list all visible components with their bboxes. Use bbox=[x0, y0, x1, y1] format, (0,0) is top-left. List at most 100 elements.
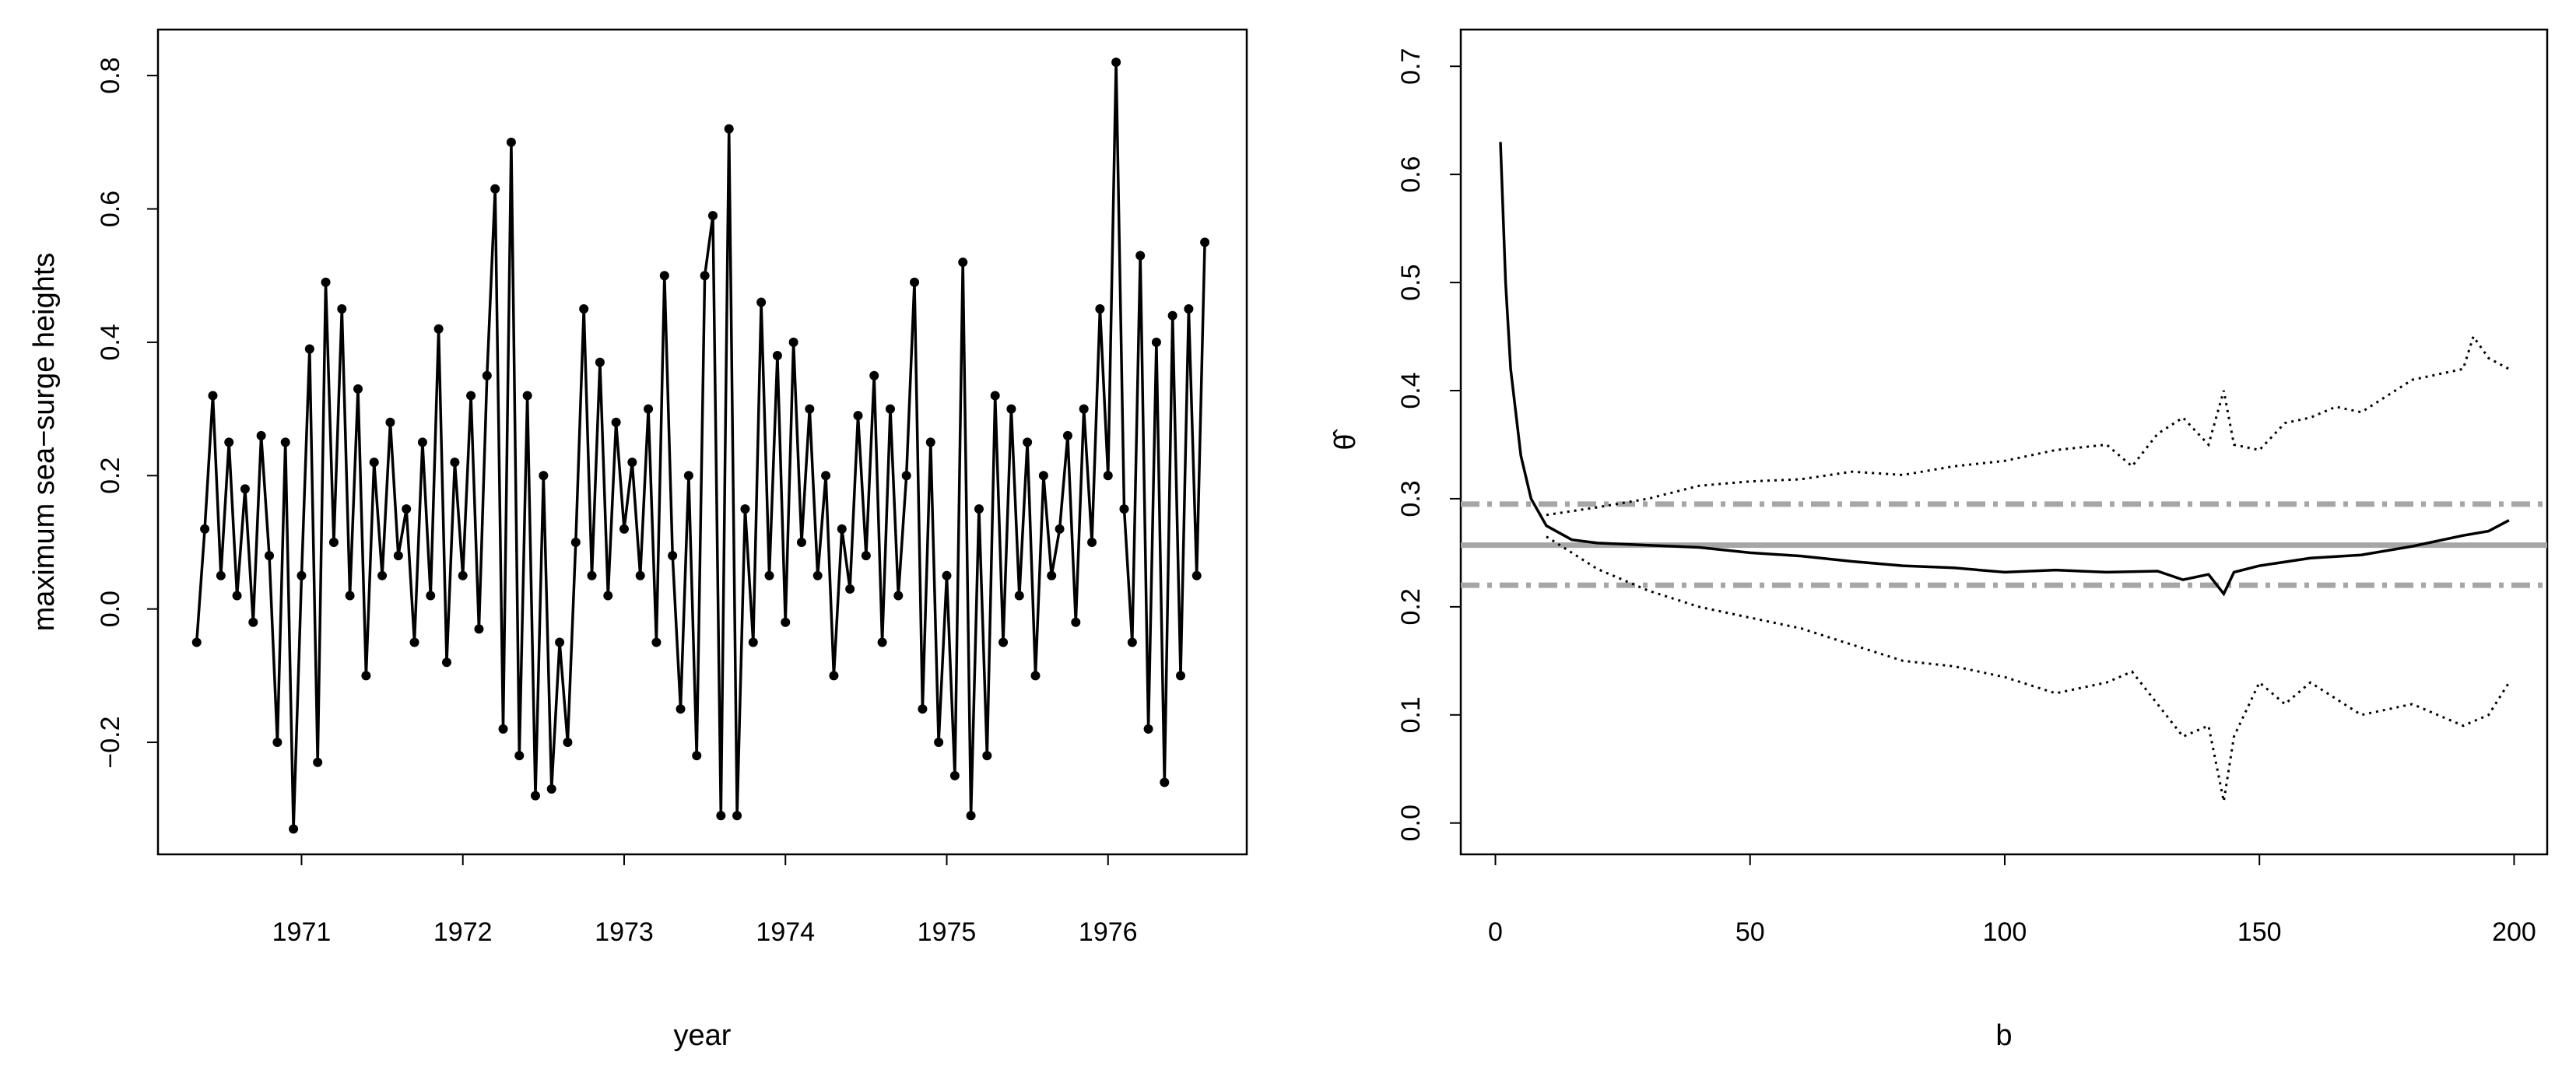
data-point bbox=[224, 437, 234, 447]
series-line bbox=[1499, 142, 2510, 597]
x-tick-label: 1976 bbox=[1079, 917, 1138, 947]
x-tick-label: 50 bbox=[1735, 917, 1765, 947]
data-point bbox=[635, 570, 645, 580]
data-point bbox=[1151, 337, 1161, 347]
data-point bbox=[402, 504, 412, 514]
data-point bbox=[869, 370, 879, 380]
data-point bbox=[289, 824, 299, 834]
data-point bbox=[861, 551, 871, 561]
data-point bbox=[498, 724, 508, 734]
x-tick-label: 1974 bbox=[756, 917, 815, 947]
data-point bbox=[812, 570, 823, 580]
x-tick-label: 200 bbox=[2492, 917, 2536, 947]
data-point bbox=[676, 704, 686, 714]
data-point bbox=[426, 591, 436, 601]
data-point bbox=[522, 391, 532, 401]
data-point bbox=[627, 458, 637, 468]
data-point bbox=[353, 384, 363, 394]
y-tick-label: 0.6 bbox=[96, 191, 125, 227]
data-point bbox=[668, 551, 678, 561]
data-point bbox=[821, 471, 831, 481]
data-point bbox=[918, 704, 928, 714]
data-point bbox=[1095, 304, 1105, 314]
data-point bbox=[514, 751, 525, 761]
data-point bbox=[683, 471, 693, 481]
y-tick-label: 0.2 bbox=[1396, 588, 1426, 625]
data-point bbox=[603, 591, 613, 601]
data-point bbox=[1038, 471, 1048, 481]
data-point bbox=[788, 337, 798, 347]
data-point bbox=[1079, 404, 1089, 414]
data-point bbox=[297, 570, 307, 580]
plot-frame bbox=[1459, 28, 2549, 856]
data-point bbox=[313, 757, 323, 767]
data-point bbox=[934, 738, 944, 748]
data-point bbox=[1071, 617, 1081, 627]
plot-frame bbox=[156, 28, 1248, 856]
data-point bbox=[724, 124, 734, 134]
data-point bbox=[990, 391, 1000, 401]
data-point bbox=[619, 524, 629, 534]
data-point bbox=[369, 458, 379, 468]
data-point bbox=[280, 437, 290, 447]
data-point bbox=[458, 570, 468, 580]
data-point bbox=[845, 584, 855, 594]
data-point bbox=[417, 437, 427, 447]
y-tick-label: 0.8 bbox=[96, 57, 125, 93]
data-point bbox=[885, 404, 895, 414]
data-point bbox=[304, 344, 314, 354]
data-point bbox=[595, 357, 605, 367]
data-point bbox=[321, 277, 331, 287]
data-point bbox=[546, 784, 556, 794]
data-point bbox=[208, 391, 218, 401]
data-point bbox=[441, 657, 451, 668]
y-tick-label: 0.1 bbox=[1396, 696, 1426, 733]
x-axis-label: b bbox=[1995, 1019, 2012, 1052]
y-tick-label: 0.3 bbox=[1396, 480, 1426, 517]
data-point bbox=[748, 637, 758, 647]
data-point bbox=[1087, 537, 1097, 547]
data-point bbox=[853, 411, 863, 421]
y-tick-label: 0.4 bbox=[1396, 372, 1426, 409]
x-tick-label: 1973 bbox=[595, 917, 654, 947]
data-point bbox=[579, 304, 589, 314]
data-point bbox=[1119, 504, 1129, 514]
x-tick-label: 100 bbox=[1983, 917, 2027, 947]
data-point bbox=[732, 811, 742, 821]
series-line bbox=[1546, 535, 2511, 802]
series-line bbox=[1546, 334, 2510, 517]
data-point bbox=[796, 537, 806, 547]
data-point bbox=[1160, 777, 1170, 787]
x-axis-label: year bbox=[674, 1019, 732, 1052]
data-point bbox=[805, 404, 815, 414]
data-point bbox=[506, 137, 516, 147]
data-point bbox=[1184, 304, 1194, 314]
data-point bbox=[829, 671, 839, 681]
data-point bbox=[901, 471, 911, 481]
x-tick-label: 150 bbox=[2237, 917, 2282, 947]
data-point bbox=[191, 637, 202, 647]
data-point bbox=[563, 738, 573, 748]
data-point bbox=[337, 304, 347, 314]
y-tick-label: 0.2 bbox=[96, 458, 125, 494]
data-point bbox=[974, 504, 984, 514]
data-point bbox=[482, 370, 492, 380]
data-point bbox=[570, 537, 581, 547]
data-point bbox=[345, 591, 355, 601]
data-point bbox=[265, 551, 275, 561]
data-point bbox=[1167, 310, 1177, 321]
data-point bbox=[385, 417, 395, 427]
data-point bbox=[611, 417, 621, 427]
data-point bbox=[1103, 471, 1113, 481]
data-point bbox=[1047, 570, 1057, 580]
data-point bbox=[232, 591, 242, 601]
data-point bbox=[1055, 524, 1065, 534]
data-point bbox=[216, 570, 226, 580]
data-point bbox=[328, 537, 339, 547]
data-point bbox=[256, 430, 266, 440]
data-point bbox=[450, 458, 460, 468]
data-point bbox=[764, 570, 774, 580]
data-point bbox=[692, 751, 702, 761]
x-tick-label: 1971 bbox=[272, 917, 332, 947]
data-point bbox=[1200, 237, 1210, 247]
